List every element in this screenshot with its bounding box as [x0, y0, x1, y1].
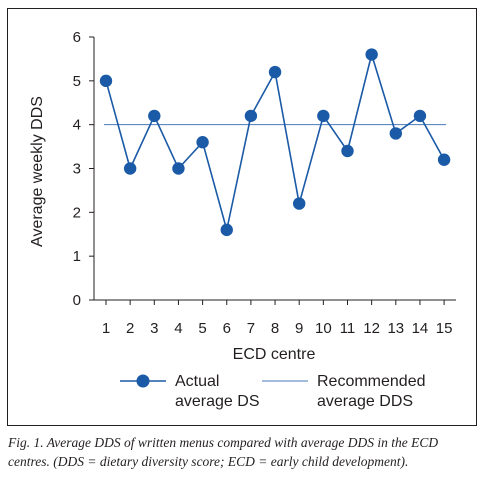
- actual-data-point: [220, 223, 233, 237]
- x-tick-label: 5: [198, 320, 206, 337]
- actual-data-point: [244, 109, 258, 123]
- actual-data-point: [341, 144, 354, 158]
- actual-data-point: [99, 74, 113, 88]
- actual-data-point: [172, 162, 185, 175]
- legend-actual-marker: [136, 374, 150, 388]
- x-tick-label: 7: [247, 320, 255, 337]
- caption-line-2: centres. (DDS = dietary diversity score;…: [8, 454, 409, 469]
- y-tick-label: 1: [73, 248, 81, 265]
- actual-series-line: [105, 51, 445, 231]
- actual-data-point: [365, 48, 378, 61]
- legend-actual-label: average DS: [175, 393, 260, 410]
- legend-recommended-label: Recommended: [317, 373, 426, 390]
- x-tick-label: 4: [174, 320, 182, 337]
- x-tick-label: 15: [436, 320, 453, 337]
- y-tick-label: 5: [73, 73, 81, 90]
- y-tick-label: 4: [73, 117, 81, 134]
- actual-data-point: [389, 127, 402, 140]
- actual-data-point: [293, 197, 306, 210]
- y-tick-label: 3: [73, 161, 81, 178]
- actual-data-point: [148, 109, 161, 123]
- actual-data-point: [317, 109, 330, 123]
- x-tick-label: 12: [363, 320, 380, 337]
- x-tick-label: 8: [271, 320, 279, 337]
- y-tick-label: 6: [73, 29, 81, 46]
- actual-data-point: [413, 109, 427, 123]
- x-tick-label: 13: [387, 320, 404, 337]
- legend-recommended-label: average DDS: [317, 393, 413, 410]
- x-tick-label: 14: [412, 320, 429, 337]
- x-tick-label: 10: [315, 320, 332, 337]
- y-tick-label: 2: [73, 204, 81, 221]
- x-tick-label: 2: [126, 320, 134, 337]
- y-tick-label: 0: [73, 292, 81, 309]
- actual-data-point: [437, 153, 451, 166]
- actual-data-point: [196, 136, 209, 149]
- x-tick-label: 3: [150, 320, 158, 337]
- x-tick-label: 1: [102, 320, 110, 337]
- caption-line-1: Fig. 1. Average DDS of written menus com…: [8, 435, 439, 450]
- x-axis-title: ECD centre: [233, 346, 316, 363]
- actual-data-point: [268, 65, 282, 79]
- x-tick-label: 11: [340, 320, 356, 337]
- x-tick-label: 9: [295, 320, 303, 337]
- x-tick-label: 6: [223, 320, 231, 337]
- figure-frame: [7, 8, 477, 426]
- y-axis-title: Average weekly DDS: [29, 96, 46, 247]
- legend-actual-label: Actual: [175, 373, 219, 390]
- figure-caption: Fig. 1. Average DDS of written menus com…: [8, 433, 480, 471]
- actual-data-point: [123, 162, 137, 175]
